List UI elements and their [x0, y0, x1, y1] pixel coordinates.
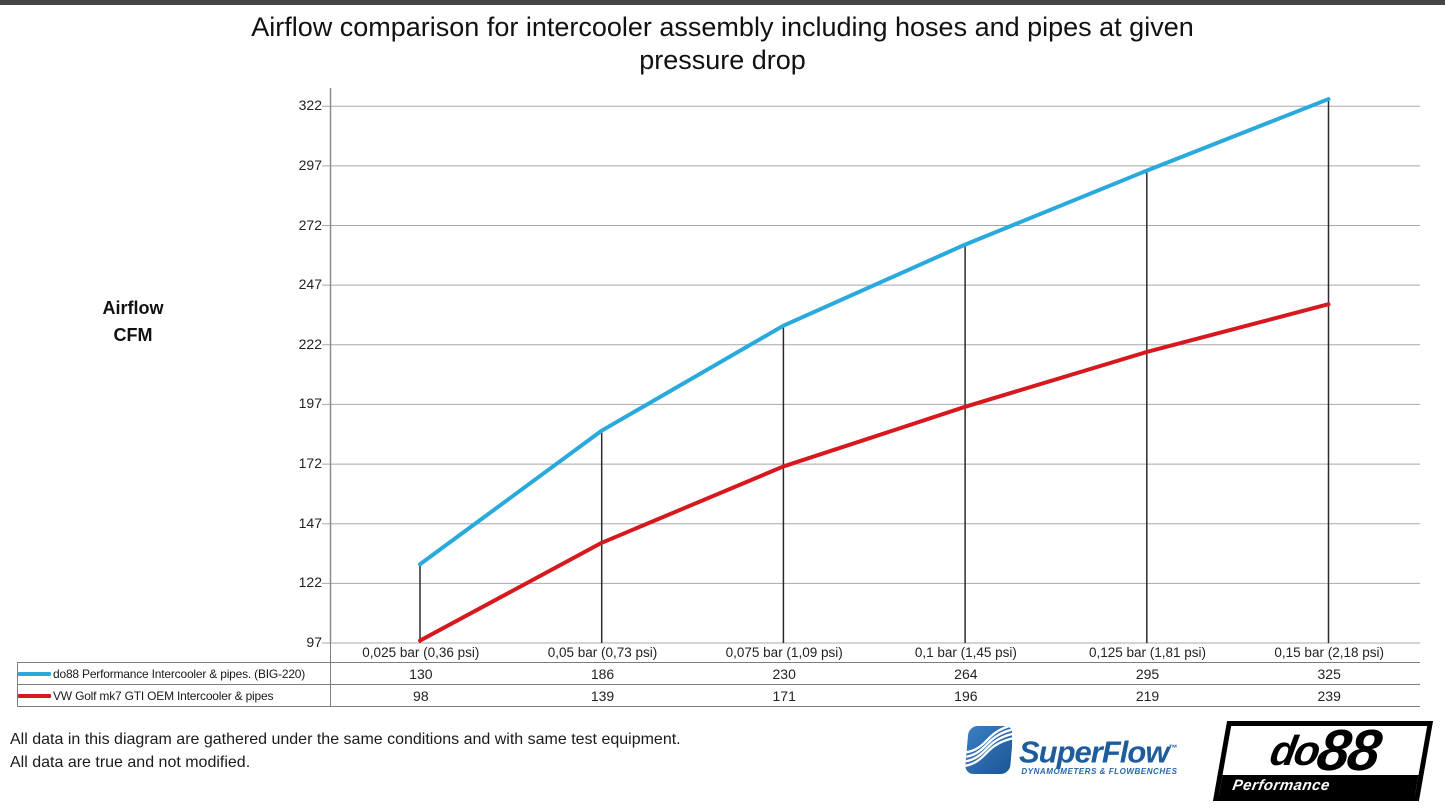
legend-border-left [17, 662, 18, 707]
table-cell: 186 [590, 666, 615, 682]
x-category-label: 0,05 bar (0,73 psi) [547, 645, 658, 660]
series-line [418, 302, 1331, 643]
table-cell: 171 [772, 688, 796, 704]
table-border-bottom [17, 706, 1420, 707]
table-row-oem-values: 98 139 171 196 219 239 [330, 685, 1420, 707]
chart-title: Airflow comparison for intercooler assem… [0, 11, 1445, 77]
table-cell: 219 [1135, 688, 1160, 704]
table-cell: 295 [1135, 666, 1160, 682]
table-border-top [17, 662, 1420, 663]
series-swatch-do88 [18, 672, 51, 676]
y-tick-label-322: 322 [298, 97, 322, 114]
table-cell: 230 [772, 666, 796, 682]
legend-box: do88 Performance Intercooler & pipes. (B… [17, 663, 330, 707]
chart-title-text: Airflow comparison for intercooler assem… [251, 12, 1194, 75]
do88-performance-strip: Performance [1218, 775, 1419, 796]
superflow-wordmark: SuperFlow™ DYNAMOMETERS & FLOWBENCHES [1019, 724, 1177, 776]
x-category-label: 0,1 bar (1,45 psi) [914, 645, 1017, 660]
window-top-strip [0, 0, 1445, 5]
x-category-label: 0,15 bar (2,18 psi) [1274, 645, 1384, 660]
trademark-symbol: ™ [1168, 743, 1178, 753]
y-tick-label-122: 122 [298, 574, 322, 591]
table-cell: 325 [1317, 666, 1341, 682]
legend-label-oem: VW Golf mk7 GTI OEM Intercooler & pipes [53, 689, 274, 703]
footnote-line2: All data are true and not modified. [10, 753, 251, 771]
y-tick-label-172: 172 [298, 455, 322, 472]
table-cell: 98 [413, 688, 429, 704]
plot-area [322, 88, 1420, 644]
y-tick-label-247: 247 [298, 276, 322, 293]
x-category-label: 0,125 bar (1,81 psi) [1088, 645, 1207, 660]
do88-wordmark: do 88 [1266, 717, 1385, 783]
superflow-name: SuperFlow™ [1019, 734, 1178, 770]
y-tick-label-97: 97 [306, 634, 322, 650]
do88-logo: do 88 Performance [1212, 717, 1434, 801]
x-axis-labels: 0,025 bar (0,36 psi) 0,05 bar (0,73 psi) 0… [330, 643, 1420, 663]
legend-border-right [330, 643, 331, 707]
do88-logo-inner: do 88 Performance [1218, 717, 1428, 796]
y-tick-label-222: 222 [298, 335, 322, 352]
superflow-logo: SuperFlow™ DYNAMOMETERS & FLOWBENCHES [962, 724, 1177, 780]
y-tick-label-297: 297 [298, 156, 322, 173]
legend-item-oem: VW Golf mk7 GTI OEM Intercooler & pipes [17, 685, 330, 707]
table-cell: 264 [954, 666, 978, 682]
legend-item-do88: do88 Performance Intercooler & pipes. (B… [17, 663, 330, 685]
footnote-line1: All data in this diagram are gathered un… [10, 731, 681, 748]
y-axis-title: Airflow CFM [58, 295, 208, 349]
x-category-label: 0,075 bar (1,09 psi) [725, 645, 843, 660]
table-border-middle [17, 684, 1420, 685]
table-cell: 139 [590, 688, 615, 704]
y-tick-label-272: 272 [298, 216, 322, 233]
table-cell: 130 [409, 666, 433, 682]
superflow-subtitle: DYNAMOMETERS & FLOWBENCHES [1021, 767, 1178, 777]
superflow-wave-icon [964, 726, 1012, 774]
series-line [418, 97, 1331, 567]
footnote: All data in this diagram are gathered un… [10, 729, 681, 774]
legend-label-do88: do88 Performance Intercooler & pipes. (B… [53, 667, 306, 681]
y-axis-title-line2: CFM [113, 325, 153, 345]
y-tick-label-147: 147 [298, 514, 322, 531]
series-swatch-oem [18, 694, 51, 698]
y-tick-label-197: 197 [298, 395, 322, 412]
y-axis-title-line1: Airflow [102, 298, 164, 318]
table-row-do88-values: 130 186 230 264 295 325 [330, 663, 1420, 685]
table-cell: 196 [954, 688, 978, 704]
table-cell: 239 [1317, 688, 1341, 704]
x-category-label: 0,025 bar (0,36 psi) [362, 645, 480, 660]
y-axis-tick-labels: 97 122 147 172 197 222 247 272 297 322 [238, 85, 322, 650]
